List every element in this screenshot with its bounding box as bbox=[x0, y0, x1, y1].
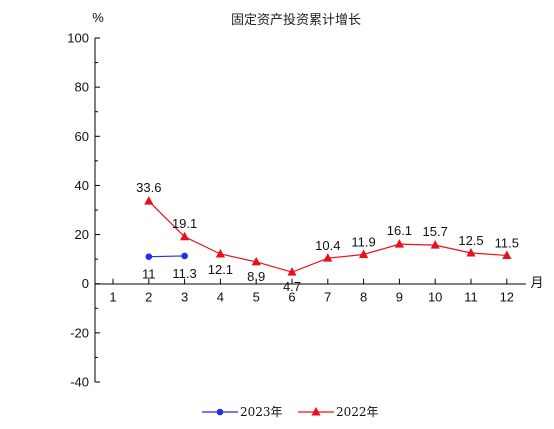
legend-label: 2023年 bbox=[240, 405, 283, 419]
data-label: 16.1 bbox=[387, 223, 412, 238]
y-tick-label: -40 bbox=[70, 375, 89, 390]
data-point-triangle bbox=[251, 256, 261, 266]
data-point-triangle bbox=[215, 248, 225, 258]
data-label: 11.9 bbox=[351, 234, 375, 249]
legend-label: 2022年 bbox=[336, 405, 379, 419]
y-unit-label: % bbox=[92, 10, 104, 25]
data-point-triangle bbox=[430, 240, 440, 249]
data-label: 10.4 bbox=[315, 238, 340, 253]
data-point-triangle bbox=[359, 249, 369, 258]
x-tick-label: 7 bbox=[324, 290, 331, 305]
x-tick-label: 2 bbox=[145, 290, 152, 305]
x-unit-label: 月 bbox=[530, 275, 543, 290]
series-2023年: 11 11.3 bbox=[142, 252, 197, 282]
data-point-triangle bbox=[323, 253, 333, 262]
data-point-triangle bbox=[311, 407, 321, 416]
data-label: 11 bbox=[142, 267, 156, 282]
y-tick-label: 80 bbox=[75, 80, 89, 95]
x-tick-label: 9 bbox=[396, 290, 403, 305]
x-tick-label: 3 bbox=[181, 290, 188, 305]
data-point-triangle bbox=[466, 248, 476, 257]
y-axis-ticks: -40 -20 0 20 40 60 80 100 bbox=[67, 31, 100, 390]
x-tick-label: 5 bbox=[253, 290, 260, 305]
x-tick-label: 12 bbox=[500, 290, 514, 305]
series-2022年: 33.619.112.1 8.94.710.4 11.916.1 15.712.5 11… bbox=[136, 180, 519, 294]
x-tick-label: 11 bbox=[464, 290, 478, 305]
data-point-triangle bbox=[144, 196, 154, 205]
y-tick-label: 20 bbox=[75, 227, 89, 242]
series-line bbox=[148, 255, 185, 258]
series-layer: 11 11.3 33.6 19.1 12.1 8.9 4.7 10.4 11.9 16.1 15.7… bbox=[136, 180, 519, 294]
data-label: 12.5 bbox=[458, 233, 483, 248]
chart-title: 固定资产投资累计增长 bbox=[231, 12, 361, 28]
data-point-triangle bbox=[502, 250, 512, 259]
y-tick-label: 60 bbox=[75, 129, 89, 144]
x-axis-ticks: 1 2 3 4 5 6 7 8 9 10 11 12 bbox=[109, 278, 514, 305]
x-tick-label: 4 bbox=[217, 290, 224, 305]
data-label: 19.1 bbox=[172, 216, 197, 231]
y-tick-label: 40 bbox=[75, 178, 89, 193]
data-label: 8.9 bbox=[247, 269, 265, 284]
data-label: 4.7 bbox=[283, 279, 301, 294]
legend-item-2023年: 2023年 bbox=[202, 405, 283, 419]
data-point-triangle bbox=[287, 267, 297, 276]
data-point-triangle bbox=[394, 239, 404, 248]
y-tick-label: -20 bbox=[70, 325, 89, 340]
y-tick-label: 100 bbox=[67, 31, 89, 46]
data-label: 12.1 bbox=[208, 262, 233, 277]
data-point-circle bbox=[216, 408, 224, 416]
x-tick-label: 10 bbox=[428, 290, 442, 305]
x-tick-label: 8 bbox=[360, 290, 367, 305]
y-tick-label: 0 bbox=[82, 276, 89, 291]
data-label: 15.7 bbox=[423, 224, 448, 239]
data-label: 11.5 bbox=[495, 235, 519, 250]
x-tick-label: 6 bbox=[288, 290, 295, 305]
data-label: 11.3 bbox=[172, 266, 196, 281]
legend: 2023年 2022年 bbox=[202, 405, 379, 419]
data-label: 33.6 bbox=[136, 180, 161, 195]
data-point-circle bbox=[145, 253, 153, 260]
data-point-triangle bbox=[180, 231, 190, 241]
x-tick-label: 1 bbox=[109, 290, 116, 305]
legend-item-2022年: 2022年 bbox=[298, 405, 379, 419]
data-point-circle bbox=[181, 252, 188, 260]
